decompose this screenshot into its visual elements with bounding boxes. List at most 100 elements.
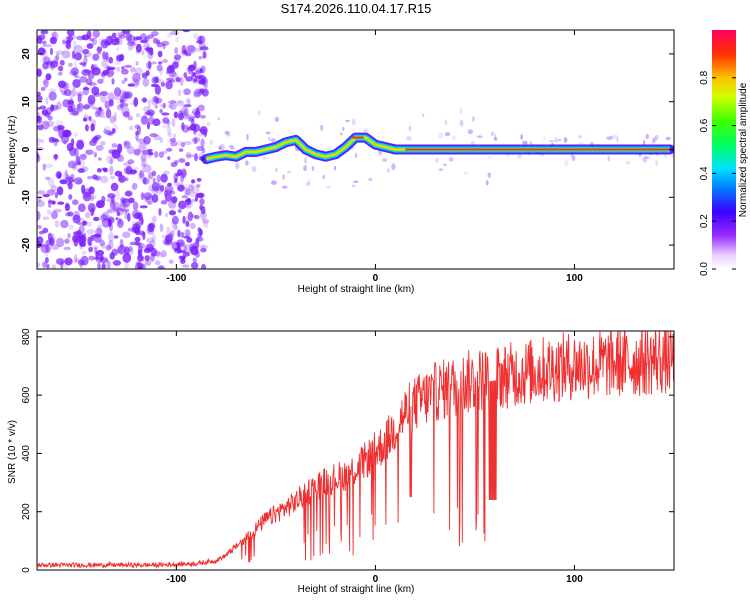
noise-blob [391, 163, 396, 171]
noise-blob [167, 125, 172, 136]
noise-blob [78, 153, 88, 159]
noise-blob [98, 157, 102, 161]
noise-blob [521, 140, 528, 145]
noise-blob [76, 221, 82, 226]
noise-blob [174, 47, 179, 54]
noise-blob [73, 44, 83, 54]
noise-blob [167, 156, 171, 161]
noise-blob [82, 48, 90, 55]
noise-blob [134, 212, 141, 220]
noise-blob [51, 104, 59, 111]
noise-blob [37, 124, 44, 131]
noise-blob [42, 80, 48, 85]
noise-blob [459, 107, 462, 115]
noise-blob [195, 239, 200, 248]
noise-blob [99, 90, 109, 96]
noise-blob [74, 258, 82, 263]
noise-blob [193, 60, 197, 71]
noise-blob [57, 124, 61, 133]
noise-blob [87, 71, 95, 80]
noise-blob [132, 72, 141, 83]
noise-blob [66, 30, 75, 37]
noise-blob [113, 112, 117, 122]
noise-blob [159, 137, 164, 143]
noise-blob [168, 259, 174, 264]
noise-blob [95, 249, 105, 256]
noise-blob [68, 62, 73, 67]
colorbar-tick-label: 0.6 [699, 118, 710, 132]
noise-blob [87, 175, 93, 180]
noise-blob [101, 262, 106, 269]
noise-blob [59, 59, 65, 66]
noise-blob [108, 239, 114, 250]
noise-blob [184, 229, 191, 237]
y-tick-label: 10 [21, 96, 32, 108]
noise-blob [192, 32, 199, 39]
noise-blob [195, 250, 200, 259]
noise-blob [192, 257, 197, 263]
noise-blob [127, 159, 135, 165]
noise-blob [73, 210, 81, 221]
noise-blob [193, 88, 203, 97]
noise-blob [82, 117, 88, 122]
noise-blob [61, 129, 71, 138]
noise-blob [197, 227, 202, 233]
noise-blob [77, 161, 82, 165]
ridge-mid [205, 135, 670, 161]
snr-ylabel: SNR (10 * v/v) [7, 420, 18, 484]
noise-blob [64, 203, 71, 212]
noise-blob [542, 137, 546, 140]
noise-blob [65, 212, 71, 217]
noise-blob [81, 184, 86, 195]
noise-blob [235, 162, 240, 170]
noise-blob [287, 170, 292, 174]
noise-blob [88, 115, 92, 121]
noise-blob [185, 220, 190, 228]
noise-blob [137, 254, 144, 262]
noise-blob [652, 137, 655, 142]
noise-blob [45, 96, 49, 105]
noise-blob [141, 50, 145, 55]
noise-blob [182, 215, 186, 224]
noise-blob [351, 118, 356, 126]
noise-blob [189, 123, 197, 131]
noise-blob [37, 210, 41, 221]
noise-blob [130, 39, 138, 49]
noise-blob [45, 107, 53, 116]
noise-blob [219, 144, 226, 151]
noise-blob [571, 155, 576, 162]
noise-blob [121, 80, 126, 84]
noise-blob [90, 234, 95, 242]
noise-blob [65, 176, 73, 180]
noise-blob [165, 80, 173, 90]
noise-blob [48, 237, 55, 247]
noise-blob [144, 111, 152, 116]
noise-blob [164, 212, 169, 218]
noise-blob [185, 154, 195, 158]
noise-blob [120, 208, 130, 213]
noise-blob [97, 78, 104, 84]
noise-blob [64, 257, 73, 266]
noise-blob [127, 34, 136, 45]
noise-blob [152, 118, 161, 127]
noise-blob [45, 244, 51, 253]
noise-blob [106, 208, 115, 214]
noise-blob [146, 151, 152, 159]
noise-blob [144, 255, 150, 262]
noise-blob [108, 232, 114, 242]
noise-blob [245, 160, 249, 166]
noise-blob [167, 32, 172, 38]
noise-blob [127, 227, 136, 232]
noise-blob [270, 138, 276, 143]
noise-blob [181, 256, 185, 261]
noise-blob [228, 144, 234, 149]
noise-blob [72, 40, 77, 51]
noise-blob [194, 153, 198, 162]
noise-blob [124, 77, 128, 82]
noise-blob [135, 61, 139, 66]
noise-blob [167, 100, 177, 104]
noise-blob [199, 244, 206, 253]
noise-blob [37, 262, 41, 268]
noise-blob [516, 154, 522, 159]
